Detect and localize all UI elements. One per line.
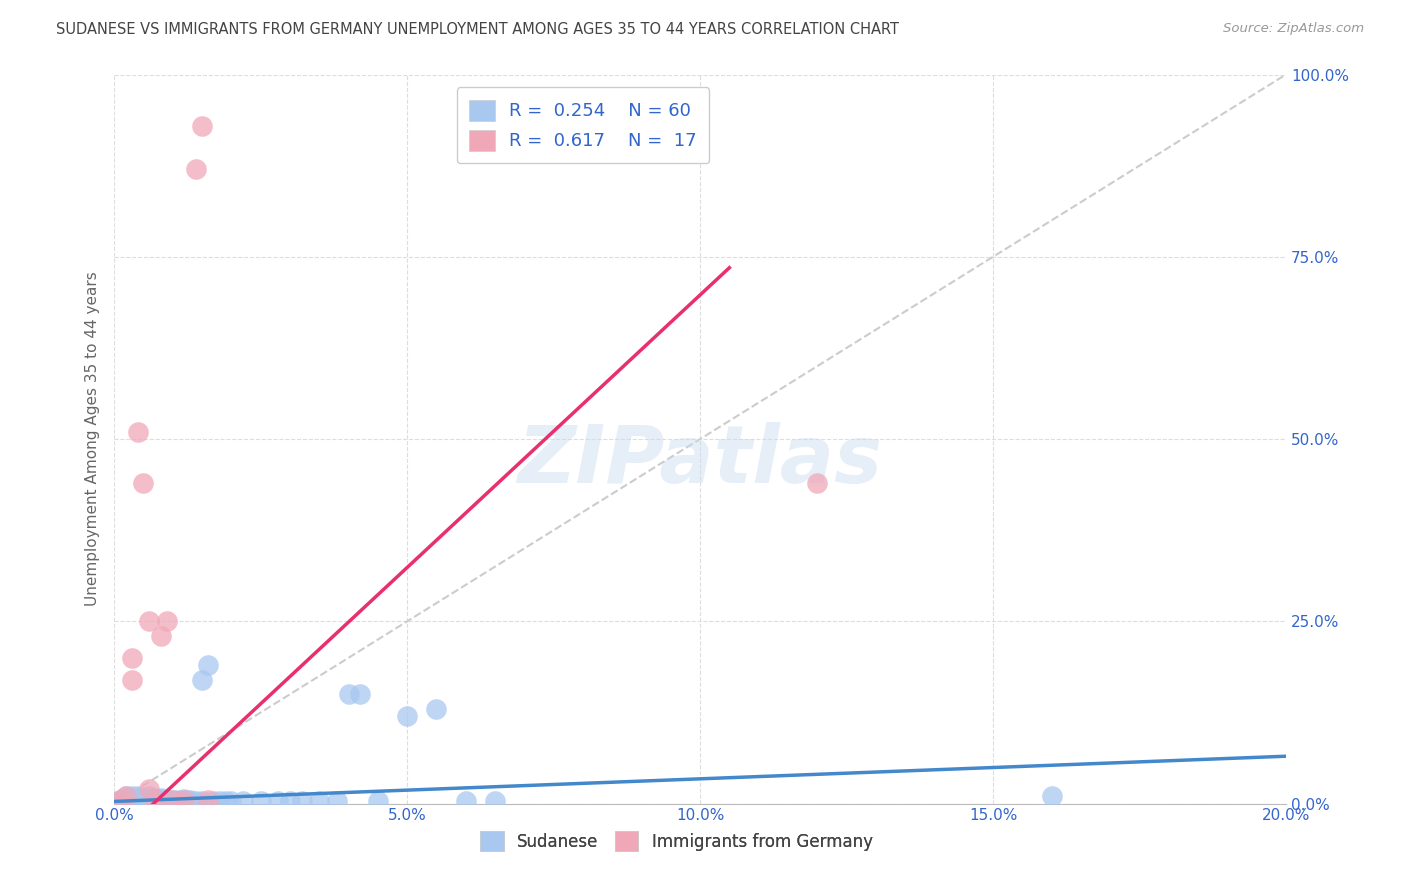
Point xyxy=(127,791,149,805)
Point xyxy=(173,793,195,807)
Point xyxy=(138,782,160,797)
Point xyxy=(132,475,155,490)
Point xyxy=(143,793,166,807)
Point xyxy=(197,793,219,807)
Point xyxy=(425,702,447,716)
Point xyxy=(150,794,173,808)
Point xyxy=(278,794,301,808)
Point xyxy=(115,789,138,804)
Point xyxy=(367,794,389,808)
Y-axis label: Unemployment Among Ages 35 to 44 years: Unemployment Among Ages 35 to 44 years xyxy=(86,272,100,607)
Point xyxy=(454,794,477,808)
Point xyxy=(121,673,143,687)
Point xyxy=(121,650,143,665)
Point xyxy=(179,794,201,808)
Point xyxy=(127,789,149,804)
Point xyxy=(138,794,160,808)
Point xyxy=(162,793,184,807)
Point xyxy=(249,794,271,808)
Text: SUDANESE VS IMMIGRANTS FROM GERMANY UNEMPLOYMENT AMONG AGES 35 TO 44 YEARS CORRE: SUDANESE VS IMMIGRANTS FROM GERMANY UNEM… xyxy=(56,22,900,37)
Point xyxy=(1040,789,1063,804)
Point xyxy=(208,794,231,808)
Point xyxy=(115,793,138,807)
Point xyxy=(115,794,138,808)
Point xyxy=(191,673,214,687)
Point xyxy=(191,119,214,133)
Point xyxy=(156,615,179,629)
Point xyxy=(186,162,208,177)
Point xyxy=(138,792,160,806)
Point xyxy=(349,687,371,701)
Point xyxy=(291,794,314,808)
Point xyxy=(132,793,155,807)
Point xyxy=(121,789,143,804)
Point xyxy=(121,794,143,808)
Point xyxy=(156,794,179,808)
Point xyxy=(143,793,166,807)
Text: Source: ZipAtlas.com: Source: ZipAtlas.com xyxy=(1223,22,1364,36)
Point xyxy=(186,794,208,808)
Point xyxy=(214,794,236,808)
Point xyxy=(132,794,155,808)
Point xyxy=(115,791,138,805)
Point xyxy=(121,790,143,805)
Point xyxy=(115,789,138,804)
Point xyxy=(308,794,330,808)
Point xyxy=(108,794,131,808)
Point xyxy=(232,794,254,808)
Point xyxy=(167,793,190,807)
Point xyxy=(326,794,349,808)
Point xyxy=(138,789,160,804)
Point xyxy=(127,794,149,808)
Point xyxy=(267,794,290,808)
Point xyxy=(191,794,214,808)
Point xyxy=(167,794,190,808)
Point xyxy=(121,793,143,807)
Point xyxy=(173,792,195,806)
Point xyxy=(156,792,179,806)
Point xyxy=(202,794,225,808)
Point xyxy=(337,687,360,701)
Point xyxy=(150,790,173,805)
Point xyxy=(484,794,506,808)
Text: ZIPatlas: ZIPatlas xyxy=(517,422,883,500)
Point xyxy=(138,615,160,629)
Point xyxy=(179,793,201,807)
Point xyxy=(806,475,828,490)
Point xyxy=(162,794,184,808)
Point xyxy=(150,793,173,807)
Point xyxy=(143,794,166,808)
Point xyxy=(143,790,166,805)
Point xyxy=(127,425,149,439)
Point xyxy=(108,793,131,807)
Point xyxy=(108,793,131,807)
Legend: Sudanese, Immigrants from Germany: Sudanese, Immigrants from Germany xyxy=(474,825,880,857)
Point xyxy=(150,629,173,643)
Point xyxy=(221,794,243,808)
Point xyxy=(173,794,195,808)
Point xyxy=(197,658,219,673)
Point xyxy=(396,709,419,723)
Point xyxy=(127,793,149,807)
Point xyxy=(162,793,184,807)
Point xyxy=(132,791,155,805)
Point xyxy=(132,790,155,805)
